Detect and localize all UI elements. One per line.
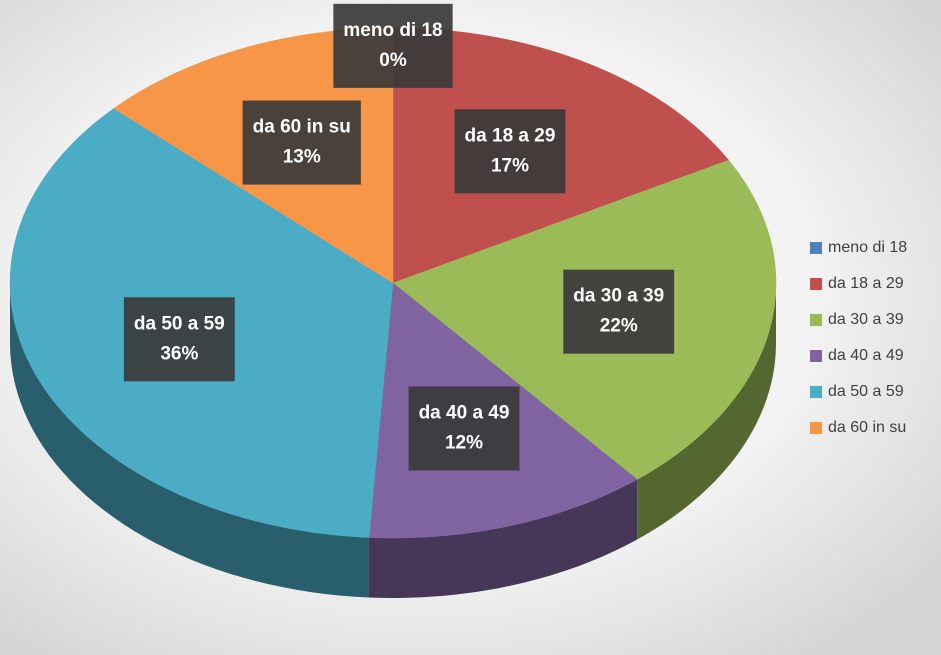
legend-swatch (810, 314, 822, 326)
legend-label: da 50 a 59 (828, 383, 904, 400)
legend-label: da 18 a 29 (828, 275, 904, 292)
legend-label: da 40 a 49 (828, 347, 904, 364)
data-label: da 60 in su 13% (242, 100, 361, 185)
legend-swatch (810, 422, 822, 434)
slice-side (10, 283, 369, 598)
data-label: meno di 18 0% (333, 3, 453, 88)
label-category: da 30 a 39 (573, 286, 664, 307)
slice-side (637, 283, 776, 540)
legend-swatch (810, 386, 822, 398)
label-category: meno di 18 (343, 20, 442, 41)
label-value: 22% (600, 316, 638, 337)
label-category: da 40 a 49 (419, 403, 510, 424)
data-label: da 40 a 49 12% (408, 386, 520, 471)
label-category: da 18 a 29 (465, 125, 556, 146)
data-label: da 18 a 29 17% (454, 109, 566, 194)
label-box (408, 386, 520, 471)
label-box (123, 297, 235, 382)
label-value: 13% (283, 147, 321, 168)
label-value: 0% (379, 50, 407, 71)
label-box (563, 269, 675, 354)
label-category: da 60 in su (253, 117, 351, 138)
legend: meno di 18 da 18 a 29 da 30 a 39 da 40 a 49… (810, 239, 907, 436)
label-value: 36% (160, 343, 198, 364)
legend-swatch (810, 350, 822, 362)
label-box (333, 3, 453, 88)
data-label: da 30 a 39 22% (563, 269, 675, 354)
legend-swatch (810, 278, 822, 290)
label-box (242, 100, 361, 185)
legend-label: da 30 a 39 (828, 311, 904, 328)
legend-swatch (810, 242, 822, 254)
label-category: da 50 a 59 (134, 313, 225, 334)
label-value: 12% (445, 433, 483, 454)
legend-label: da 60 in su (828, 419, 906, 436)
legend-label: meno di 18 (828, 239, 907, 256)
data-label: da 50 a 59 36% (123, 297, 235, 382)
label-box (454, 109, 566, 194)
label-value: 17% (491, 155, 529, 176)
